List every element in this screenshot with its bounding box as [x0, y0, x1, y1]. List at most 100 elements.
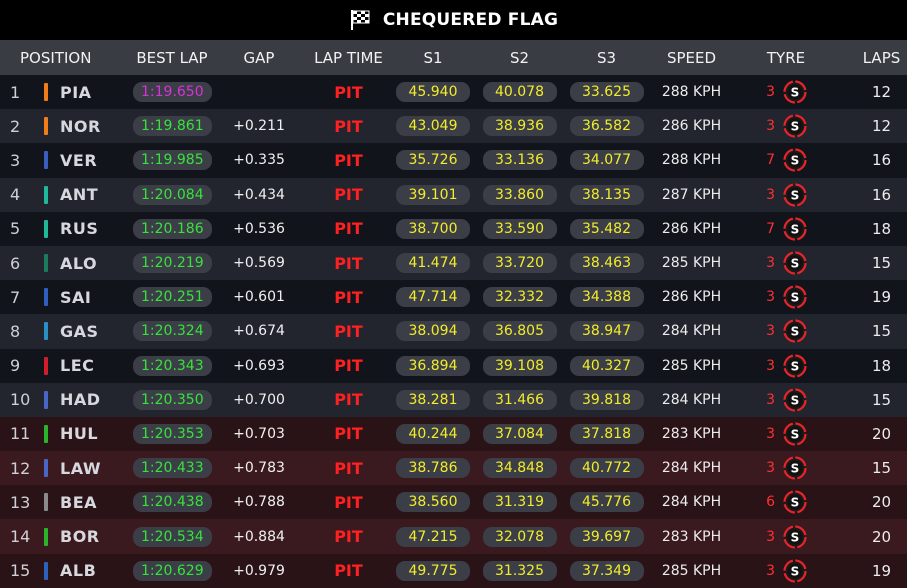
col-s3[interactable]: S3 [596, 48, 617, 67]
laps-value: 18 [871, 356, 892, 375]
position-number: 2 [10, 116, 21, 136]
lap-time-status: PIT [334, 287, 363, 307]
table-row[interactable]: 13 BEA 1:20.438 +0.788 PIT 38.560 31.319 45.776… [0, 485, 907, 520]
team-color-bar [44, 185, 48, 204]
standings-table: 1 PIA 1:19.650 PIT 45.940 40.078 33.625 288 KPH… [0, 75, 907, 588]
sector-1-time: 45.940 [396, 82, 470, 103]
team-color-bar [44, 459, 48, 478]
table-row[interactable]: 10 HAD 1:20.350 +0.700 PIT 38.281 31.466 39.818… [0, 382, 907, 417]
team-color-bar [44, 322, 48, 341]
tyre-compound-letter: S [791, 120, 800, 134]
position-cell: 8 GAS [0, 314, 133, 348]
sector-1-time: 38.786 [396, 458, 470, 479]
col-best-lap[interactable]: BEST LAP [136, 48, 208, 67]
speed-value: 284 KPH [661, 323, 722, 340]
laps-value: 16 [871, 185, 892, 204]
position-cell: 3 VER [0, 143, 133, 177]
soft-tyre-icon: S [783, 251, 807, 275]
col-tyre[interactable]: TYRE [766, 48, 806, 67]
col-laps[interactable]: LAPS [862, 48, 901, 67]
tyre-compound-letter: S [791, 86, 800, 100]
speed-value: 283 KPH [661, 425, 722, 442]
table-row[interactable]: 1 PIA 1:19.650 PIT 45.940 40.078 33.625 288 KPH… [0, 75, 907, 110]
position-cell: 12 LAW [0, 451, 133, 485]
table-row[interactable]: 15 ALB 1:20.629 +0.979 PIT 49.775 31.325 37.349… [0, 553, 907, 588]
position-cell: 5 RUS [0, 212, 133, 246]
sector-1-time: 39.101 [396, 184, 470, 205]
table-row[interactable]: 14 BOR 1:20.534 +0.884 PIT 47.215 32.078 39.697… [0, 519, 907, 554]
table-row[interactable]: 11 HUL 1:20.353 +0.703 PIT 40.244 37.084 37.818… [0, 416, 907, 452]
tyre-age: 7 [766, 152, 775, 169]
table-row[interactable]: 5 RUS 1:20.186 +0.536 PIT 38.700 33.590 35.482 2… [0, 211, 907, 246]
sector-3-time: 39.697 [569, 526, 644, 547]
sector-3-time: 38.135 [569, 184, 644, 205]
table-row[interactable]: 8 GAS 1:20.324 +0.674 PIT 38.094 36.805 38.947 2… [0, 314, 907, 349]
laps-value: 12 [871, 83, 892, 102]
position-cell: 14 BOR [0, 519, 133, 553]
position-cell: 7 SAI [0, 280, 133, 314]
sector-1-time: 38.700 [396, 218, 470, 239]
table-row[interactable]: 4 ANT 1:20.084 +0.434 PIT 39.101 33.860 38.135 2… [0, 177, 907, 212]
sector-3-time: 45.776 [569, 492, 644, 513]
soft-tyre-icon: S [783, 422, 807, 446]
soft-tyre-icon: S [783, 148, 807, 173]
table-row[interactable]: 2 NOR 1:19.861 +0.211 PIT 43.049 38.936 36.582 2… [0, 109, 907, 144]
col-gap[interactable]: GAP [243, 48, 275, 67]
tyre-compound-letter: S [791, 257, 800, 271]
position-number: 1 [10, 82, 21, 102]
laps-value: 15 [871, 390, 892, 409]
lap-time-status: PIT [334, 561, 363, 581]
sector-3-time: 36.582 [569, 116, 644, 137]
sector-2-time: 40.078 [482, 82, 557, 103]
soft-tyre-icon: S [783, 524, 807, 549]
sector-2-time: 32.332 [482, 287, 557, 308]
best-lap-time: 1:19.861 [133, 116, 212, 137]
team-color-bar [44, 151, 48, 170]
sector-3-time: 37.818 [569, 423, 644, 444]
table-row[interactable]: 3 VER 1:19.985 +0.335 PIT 35.726 33.136 34.077 2… [0, 143, 907, 178]
table-row[interactable]: 12 LAW 1:20.433 +0.783 PIT 38.786 34.848 40.772… [0, 451, 907, 486]
gap-value: +0.674 [233, 323, 285, 340]
col-position[interactable]: POSITION [20, 48, 92, 67]
gap-value: +0.434 [233, 186, 285, 203]
driver-code: HUL [60, 424, 99, 444]
team-color-bar [44, 493, 48, 512]
speed-value: 286 KPH [661, 118, 722, 135]
position-number: 5 [10, 219, 21, 239]
chequered-flag-icon [350, 10, 370, 30]
team-color-bar [44, 561, 48, 580]
laps-value: 19 [871, 561, 892, 580]
soft-tyre-icon: S [783, 80, 807, 104]
table-row[interactable]: 6 ALO 1:20.219 +0.569 PIT 41.474 33.720 38.463 2… [0, 245, 907, 281]
lap-time-status: PIT [334, 321, 363, 341]
gap-value: +0.703 [233, 425, 285, 442]
team-color-bar [44, 424, 48, 443]
driver-code: VER [60, 150, 98, 170]
lap-time-status: PIT [334, 390, 363, 410]
table-row[interactable]: 7 SAI 1:20.251 +0.601 PIT 47.714 32.332 34.388 2… [0, 280, 907, 315]
sector-3-time: 33.625 [569, 82, 644, 103]
table-row[interactable]: 9 LEC 1:20.343 +0.693 PIT 36.894 39.108 40.327 2… [0, 348, 907, 383]
sector-2-time: 33.590 [482, 218, 557, 239]
tyre-compound-letter: S [791, 359, 800, 373]
position-cell: 15 ALB [0, 554, 133, 588]
driver-code: ANT [60, 185, 99, 205]
position-number: 15 [10, 561, 31, 581]
speed-value: 286 KPH [661, 220, 722, 237]
gap-value: +0.979 [233, 562, 285, 579]
col-speed[interactable]: SPEED [666, 48, 717, 67]
tyre-age: 3 [766, 84, 775, 101]
col-s2[interactable]: S2 [509, 48, 530, 67]
lap-time-status: PIT [334, 185, 363, 205]
col-lap-time[interactable]: LAP TIME [314, 48, 383, 67]
tyre-compound-letter: S [791, 154, 800, 168]
tyre-compound-letter: S [791, 291, 800, 305]
best-lap-time: 1:19.985 [133, 150, 212, 171]
col-s1[interactable]: S1 [423, 48, 443, 67]
driver-code: ALO [60, 253, 98, 273]
tyre-age: 3 [766, 186, 775, 203]
